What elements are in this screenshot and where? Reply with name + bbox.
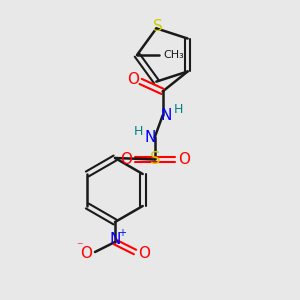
Text: O: O bbox=[138, 245, 150, 260]
Text: H: H bbox=[174, 103, 183, 116]
Text: CH₃: CH₃ bbox=[163, 50, 184, 60]
Text: S: S bbox=[149, 151, 160, 169]
Text: O: O bbox=[178, 152, 190, 167]
Text: +: + bbox=[118, 228, 126, 238]
Text: O: O bbox=[127, 72, 139, 87]
Text: S: S bbox=[154, 19, 163, 34]
Text: N: N bbox=[109, 232, 121, 247]
Text: ⁻: ⁻ bbox=[76, 241, 82, 254]
Text: O: O bbox=[120, 152, 132, 167]
Text: H: H bbox=[134, 125, 143, 138]
Text: N: N bbox=[145, 130, 156, 145]
Text: N: N bbox=[161, 108, 172, 123]
Text: O: O bbox=[80, 245, 92, 260]
